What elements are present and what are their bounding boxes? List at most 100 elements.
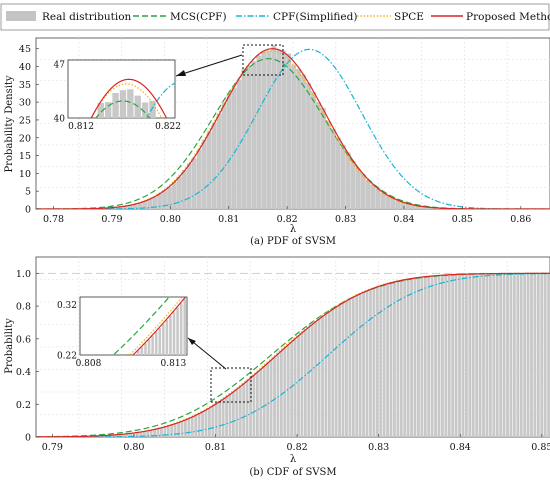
pdf-histogram-bar <box>350 160 356 209</box>
pdf-histogram-bar <box>261 51 267 209</box>
pdf-histogram-bar <box>226 93 232 209</box>
pdf-histogram-bar <box>221 102 227 209</box>
cdf-histogram-bar <box>201 411 204 437</box>
cdf-histogram-bar <box>488 273 492 437</box>
cdf-histogram-bar <box>464 274 468 437</box>
cdf-histogram-bar <box>547 273 550 437</box>
pdf-y-tick-label: 25 <box>19 115 31 126</box>
pdf-histogram-bar <box>321 107 326 209</box>
pdf-inset-curve-proposed-method <box>90 78 168 118</box>
cdf-y-tick-label: 0.6 <box>16 334 31 345</box>
cdf-histogram-bar <box>530 273 533 437</box>
cdf-inset-bar <box>176 307 179 355</box>
legend-label-proposed: Proposed Method <box>466 11 550 23</box>
pdf-histogram-bar <box>117 206 123 209</box>
cdf-inset-x-tick-label: 0.813 <box>161 359 187 369</box>
pdf-x-tick-label: 0.83 <box>335 214 356 225</box>
pdf-histogram-bar <box>122 206 128 209</box>
cdf-histogram-bar <box>341 302 345 437</box>
cdf-histogram-bar <box>187 418 191 437</box>
pdf-histogram-bar <box>186 163 192 209</box>
pdf-histogram-bar <box>345 152 351 209</box>
pdf-histogram-bar <box>335 137 341 209</box>
pdf-inset-bar <box>149 100 156 118</box>
cdf-histogram-bar <box>427 276 431 437</box>
cdf-x-tick-label: 0.81 <box>205 442 226 453</box>
cdf-histogram-bar <box>321 316 324 437</box>
pdf-histogram-bar <box>147 199 152 209</box>
cdf-histogram-bar <box>434 275 437 437</box>
pdf-histogram-bar <box>415 205 421 209</box>
pdf-histogram-bar <box>196 149 202 209</box>
cdf-inset-bar <box>165 319 169 355</box>
cdf-histogram-bar <box>101 435 105 437</box>
cdf-histogram-bar <box>314 321 318 437</box>
pdf-histogram-bar <box>157 193 162 209</box>
cdf-histogram-bar <box>540 273 544 437</box>
cdf-inset-x-tick-label: 0.808 <box>76 359 102 369</box>
cdf-histogram-bar <box>334 306 338 437</box>
cdf-histogram-bar <box>170 424 174 437</box>
legend: Real distribution MCS(CPF) CPF(Simplifie… <box>0 3 550 31</box>
pdf-inset-curve-cpf-simplified <box>146 82 175 118</box>
cdf-histogram-bar <box>194 415 198 437</box>
cdf-histogram-bar <box>266 363 270 437</box>
cdf-histogram-bar <box>437 275 441 437</box>
cdf-histogram-bar <box>125 433 129 437</box>
cdf-histogram-bar <box>163 426 167 437</box>
cdf-inset-bar <box>183 298 186 355</box>
pdf-histogram-bar <box>271 45 277 209</box>
pdf-histogram-bar <box>206 131 212 209</box>
cdf-x-axis-label: λ <box>290 454 297 465</box>
cdf-histogram-bar <box>166 425 170 437</box>
cdf-histogram-bar <box>386 283 389 437</box>
pdf-x-tick-label: 0.82 <box>277 214 298 225</box>
legend-label-mcs: MCS(CPF) <box>170 11 227 23</box>
cdf-inset-plot <box>112 297 187 355</box>
cdf-histogram-bar <box>485 273 489 437</box>
cdf-histogram-bar <box>523 273 527 437</box>
cdf-histogram-bar <box>249 377 252 437</box>
pdf-histogram-bar <box>375 188 381 209</box>
cdf-histogram-bar <box>382 284 386 437</box>
pdf-inset-x-tick-label: 0.822 <box>155 122 181 132</box>
pdf-x-axis-label: λ <box>290 224 297 235</box>
cdf-histogram-bar <box>447 274 451 437</box>
cdf-histogram-bar <box>310 324 314 437</box>
cdf-histogram-bar <box>413 277 417 437</box>
cdf-histogram-bar <box>327 311 331 437</box>
pdf-histogram-bar <box>201 139 207 209</box>
pdf-y-tick-label: 45 <box>19 44 31 55</box>
pdf-histogram-bar <box>420 206 426 209</box>
pdf-x-tick-label: 0.85 <box>452 214 473 225</box>
cdf-histogram-bar <box>461 274 465 437</box>
pdf-histogram-bar <box>405 203 411 209</box>
cdf-histogram-bar <box>396 281 400 437</box>
pdf-zoom-arrowhead <box>176 70 186 76</box>
cdf-y-tick-label: 0.2 <box>16 400 31 411</box>
cdf-histogram-bar <box>300 332 304 437</box>
cdf-histogram-bar <box>389 282 393 437</box>
cdf-histogram-bar <box>262 366 266 437</box>
cdf-histogram-bar <box>139 431 143 437</box>
pdf-zoom-box <box>242 44 284 76</box>
cdf-histogram-bar <box>153 429 156 437</box>
pdf-y-tick-label: 15 <box>19 151 31 162</box>
cdf-zoom-box <box>210 367 252 403</box>
cdf-histogram-bar <box>475 273 479 437</box>
pdf-histogram-bar <box>326 121 331 209</box>
pdf-x-tick-label: 0.78 <box>43 214 64 225</box>
pdf-histogram-bar <box>400 201 406 209</box>
pdf-histogram-bar <box>355 168 361 209</box>
cdf-y-tick-label: 0 <box>25 433 31 444</box>
cdf-histogram-bar <box>351 297 355 437</box>
cdf-histogram-bar <box>204 409 208 437</box>
cdf-histogram-bar <box>184 419 187 437</box>
pdf-curve-cpf-simplified <box>36 48 550 209</box>
legend-label-spce: SPCE <box>394 11 424 23</box>
pdf-x-tick-label: 0.86 <box>510 214 531 225</box>
cdf-histogram-bar <box>338 304 342 437</box>
pdf-histogram-bar <box>152 196 157 209</box>
cdf-histogram-bar <box>375 286 379 437</box>
cdf-histogram-bar <box>317 318 321 437</box>
